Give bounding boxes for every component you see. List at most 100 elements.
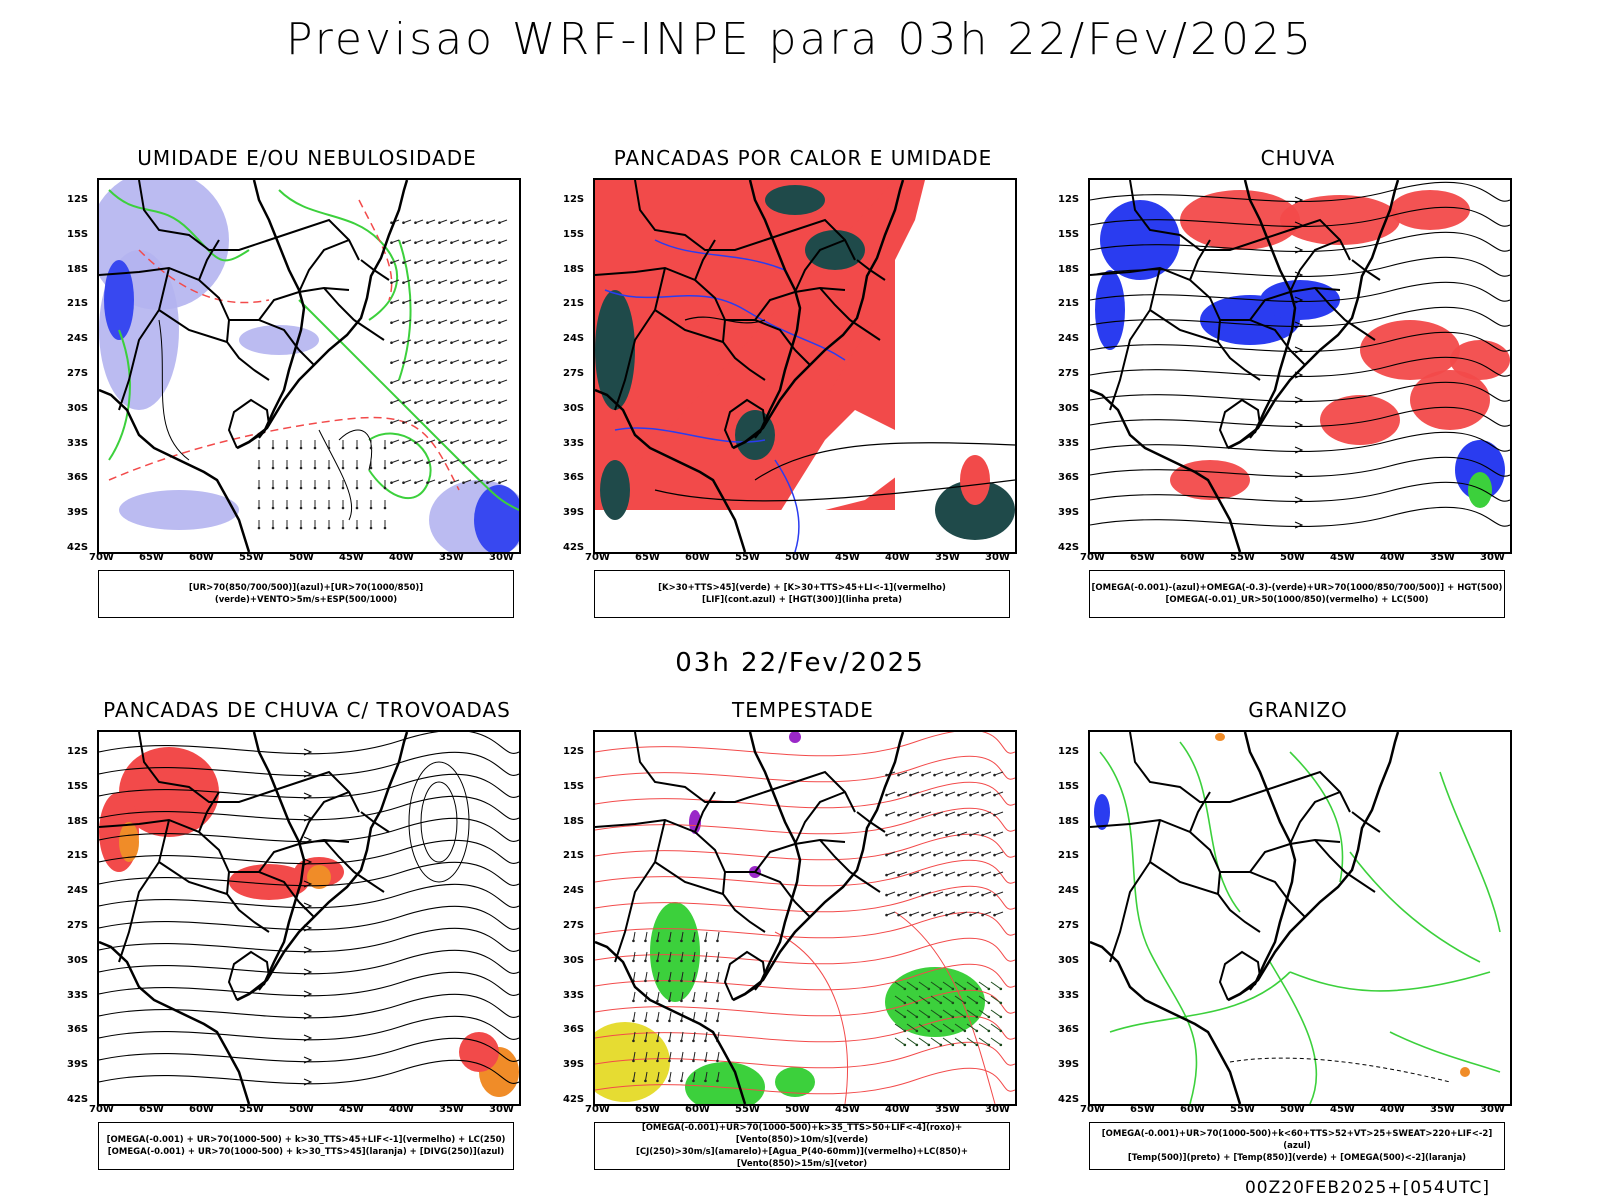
map-panel [593,730,1017,1106]
lat-tick: 39S [1058,507,1080,519]
lat-tick: 33S [67,437,89,449]
lat-tick: 18S [563,815,585,827]
legend-line: [OMEGA(-0.001)+UR>70(1000-500)+k>35_TTS>… [641,1123,963,1145]
lon-tick: 35W [1430,552,1455,563]
legend-line: [OMEGA(-0.001)-(azul)+OMEGA(-0.3)-(verde… [1091,583,1503,593]
map-panel [1088,178,1512,554]
lat-tick: 12S [1058,746,1080,757]
lat-tick: 33S [67,989,89,1001]
panel-title: UMIDADE E/OU NEBULOSIDADE [137,146,477,170]
lat-tick: 21S [563,850,585,862]
forecast-time-label: 03h 22/Fev/2025 [675,648,925,678]
lon-tick: 40W [1380,1104,1405,1115]
lat-tick: 24S [67,885,89,897]
map-plot [1090,180,1510,552]
lat-tick: 18S [1058,815,1080,827]
lon-tick: 70W [585,552,610,563]
panel-legend: [OMEGA(-0.001)-(azul)+OMEGA(-0.3)-(verde… [1089,570,1505,618]
lat-tick: 18S [67,815,89,827]
lon-tick: 70W [585,1104,610,1115]
lon-tick: 30W [985,1104,1010,1115]
map-plot [99,180,519,552]
panel-legend: [K>30+TTS>45](verde) + [K>30+TTS>45+LI<-… [594,570,1010,618]
lon-tick: 35W [935,1104,960,1115]
lon-tick: 35W [1430,1104,1455,1115]
lat-tick: 39S [1058,1059,1080,1071]
lon-tick: 45W [339,552,364,563]
lon-tick: 60W [685,1104,710,1115]
lat-tick: 12S [67,194,89,205]
lat-tick: 12S [67,746,89,757]
lat-tick: 24S [67,333,89,345]
map-panel [97,178,521,554]
lat-tick: 12S [563,746,585,757]
lat-tick: 42S [563,542,585,553]
lat-tick: 33S [1058,989,1080,1001]
lat-tick: 33S [563,437,585,449]
lat-tick: 18S [67,263,89,275]
lat-tick: 39S [563,1059,585,1071]
lat-tick: 36S [563,472,585,484]
lat-tick: 15S [563,228,585,240]
lon-tick: 60W [685,552,710,563]
lat-tick: 33S [1058,437,1080,449]
lat-tick: 30S [1058,954,1080,966]
lon-tick: 50W [289,1104,314,1115]
lat-tick: 27S [563,368,585,379]
lon-tick: 65W [139,1104,164,1115]
lon-tick: 40W [885,1104,910,1115]
lat-tick: 39S [67,1059,89,1071]
map-plot [595,732,1015,1104]
panel-title: CHUVA [1260,146,1336,170]
lon-tick: 45W [835,1104,860,1115]
lat-tick: 42S [563,1094,585,1105]
lon-tick: 55W [735,1104,760,1115]
lat-tick: 18S [1058,263,1080,275]
lon-tick: 65W [635,1104,660,1115]
legend-line: [OMEGA(-0.001)+UR>70(1000-500)+k<60+TTS>… [1101,1129,1493,1151]
panel-legend: [OMEGA(-0.001) + UR>70(1000-500) + k>30_… [98,1122,514,1170]
run-timestamp: 00Z20FEB2025+[054UTC] [1244,1178,1490,1198]
lat-tick: 15S [67,228,89,240]
legend-line: [LIF](cont.azul) + [HGT(300)](linha pret… [701,595,903,605]
lat-tick: 15S [1058,228,1080,240]
legend-line: [CJ(250)>30m/s](amarelo)+[Agua_P(40-60mm… [635,1147,969,1169]
lat-tick: 21S [1058,850,1080,862]
map-plot [595,180,1015,552]
lat-tick: 30S [563,954,585,966]
lon-tick: 30W [489,1104,514,1115]
lon-tick: 60W [189,552,214,563]
lat-tick: 27S [1058,368,1080,379]
lon-tick: 55W [735,552,760,563]
lat-tick: 24S [1058,333,1080,345]
lon-tick: 45W [1330,552,1355,563]
lat-tick: 21S [563,298,585,310]
lon-tick: 55W [239,1104,264,1115]
panel-legend: [OMEGA(-0.001)+UR>70(1000-500)+k<60+TTS>… [1089,1122,1505,1170]
map-panel [97,730,521,1106]
lon-tick: 65W [1130,1104,1155,1115]
lon-tick: 30W [1480,1104,1505,1115]
lat-tick: 30S [563,402,585,414]
lat-tick: 21S [1058,298,1080,310]
lon-tick: 70W [1080,1104,1105,1115]
lon-tick: 55W [1230,1104,1255,1115]
lon-tick: 50W [1280,1104,1305,1115]
map-plot [1090,732,1501,1104]
lon-tick: 40W [1380,552,1405,563]
lon-tick: 40W [389,1104,414,1115]
lat-tick: 36S [67,1024,89,1036]
lat-tick: 33S [563,989,585,1001]
legend-line: [OMEGA(-0.01)_UR>50(1000/850)(vermelho) … [1165,595,1429,605]
panel-title: GRANIZO [1248,698,1348,722]
lon-tick: 50W [785,552,810,563]
panel-title: PANCADAS POR CALOR E UMIDADE [613,146,993,170]
lat-tick: 42S [67,542,89,553]
lon-tick: 45W [339,1104,364,1115]
lat-tick: 30S [67,954,89,966]
lat-tick: 30S [1058,402,1080,414]
legend-line: [OMEGA(-0.001) + UR>70(1000-500) + k>30_… [106,1135,506,1145]
lat-tick: 36S [1058,472,1080,484]
lat-tick: 24S [563,885,585,897]
lon-tick: 55W [239,552,264,563]
